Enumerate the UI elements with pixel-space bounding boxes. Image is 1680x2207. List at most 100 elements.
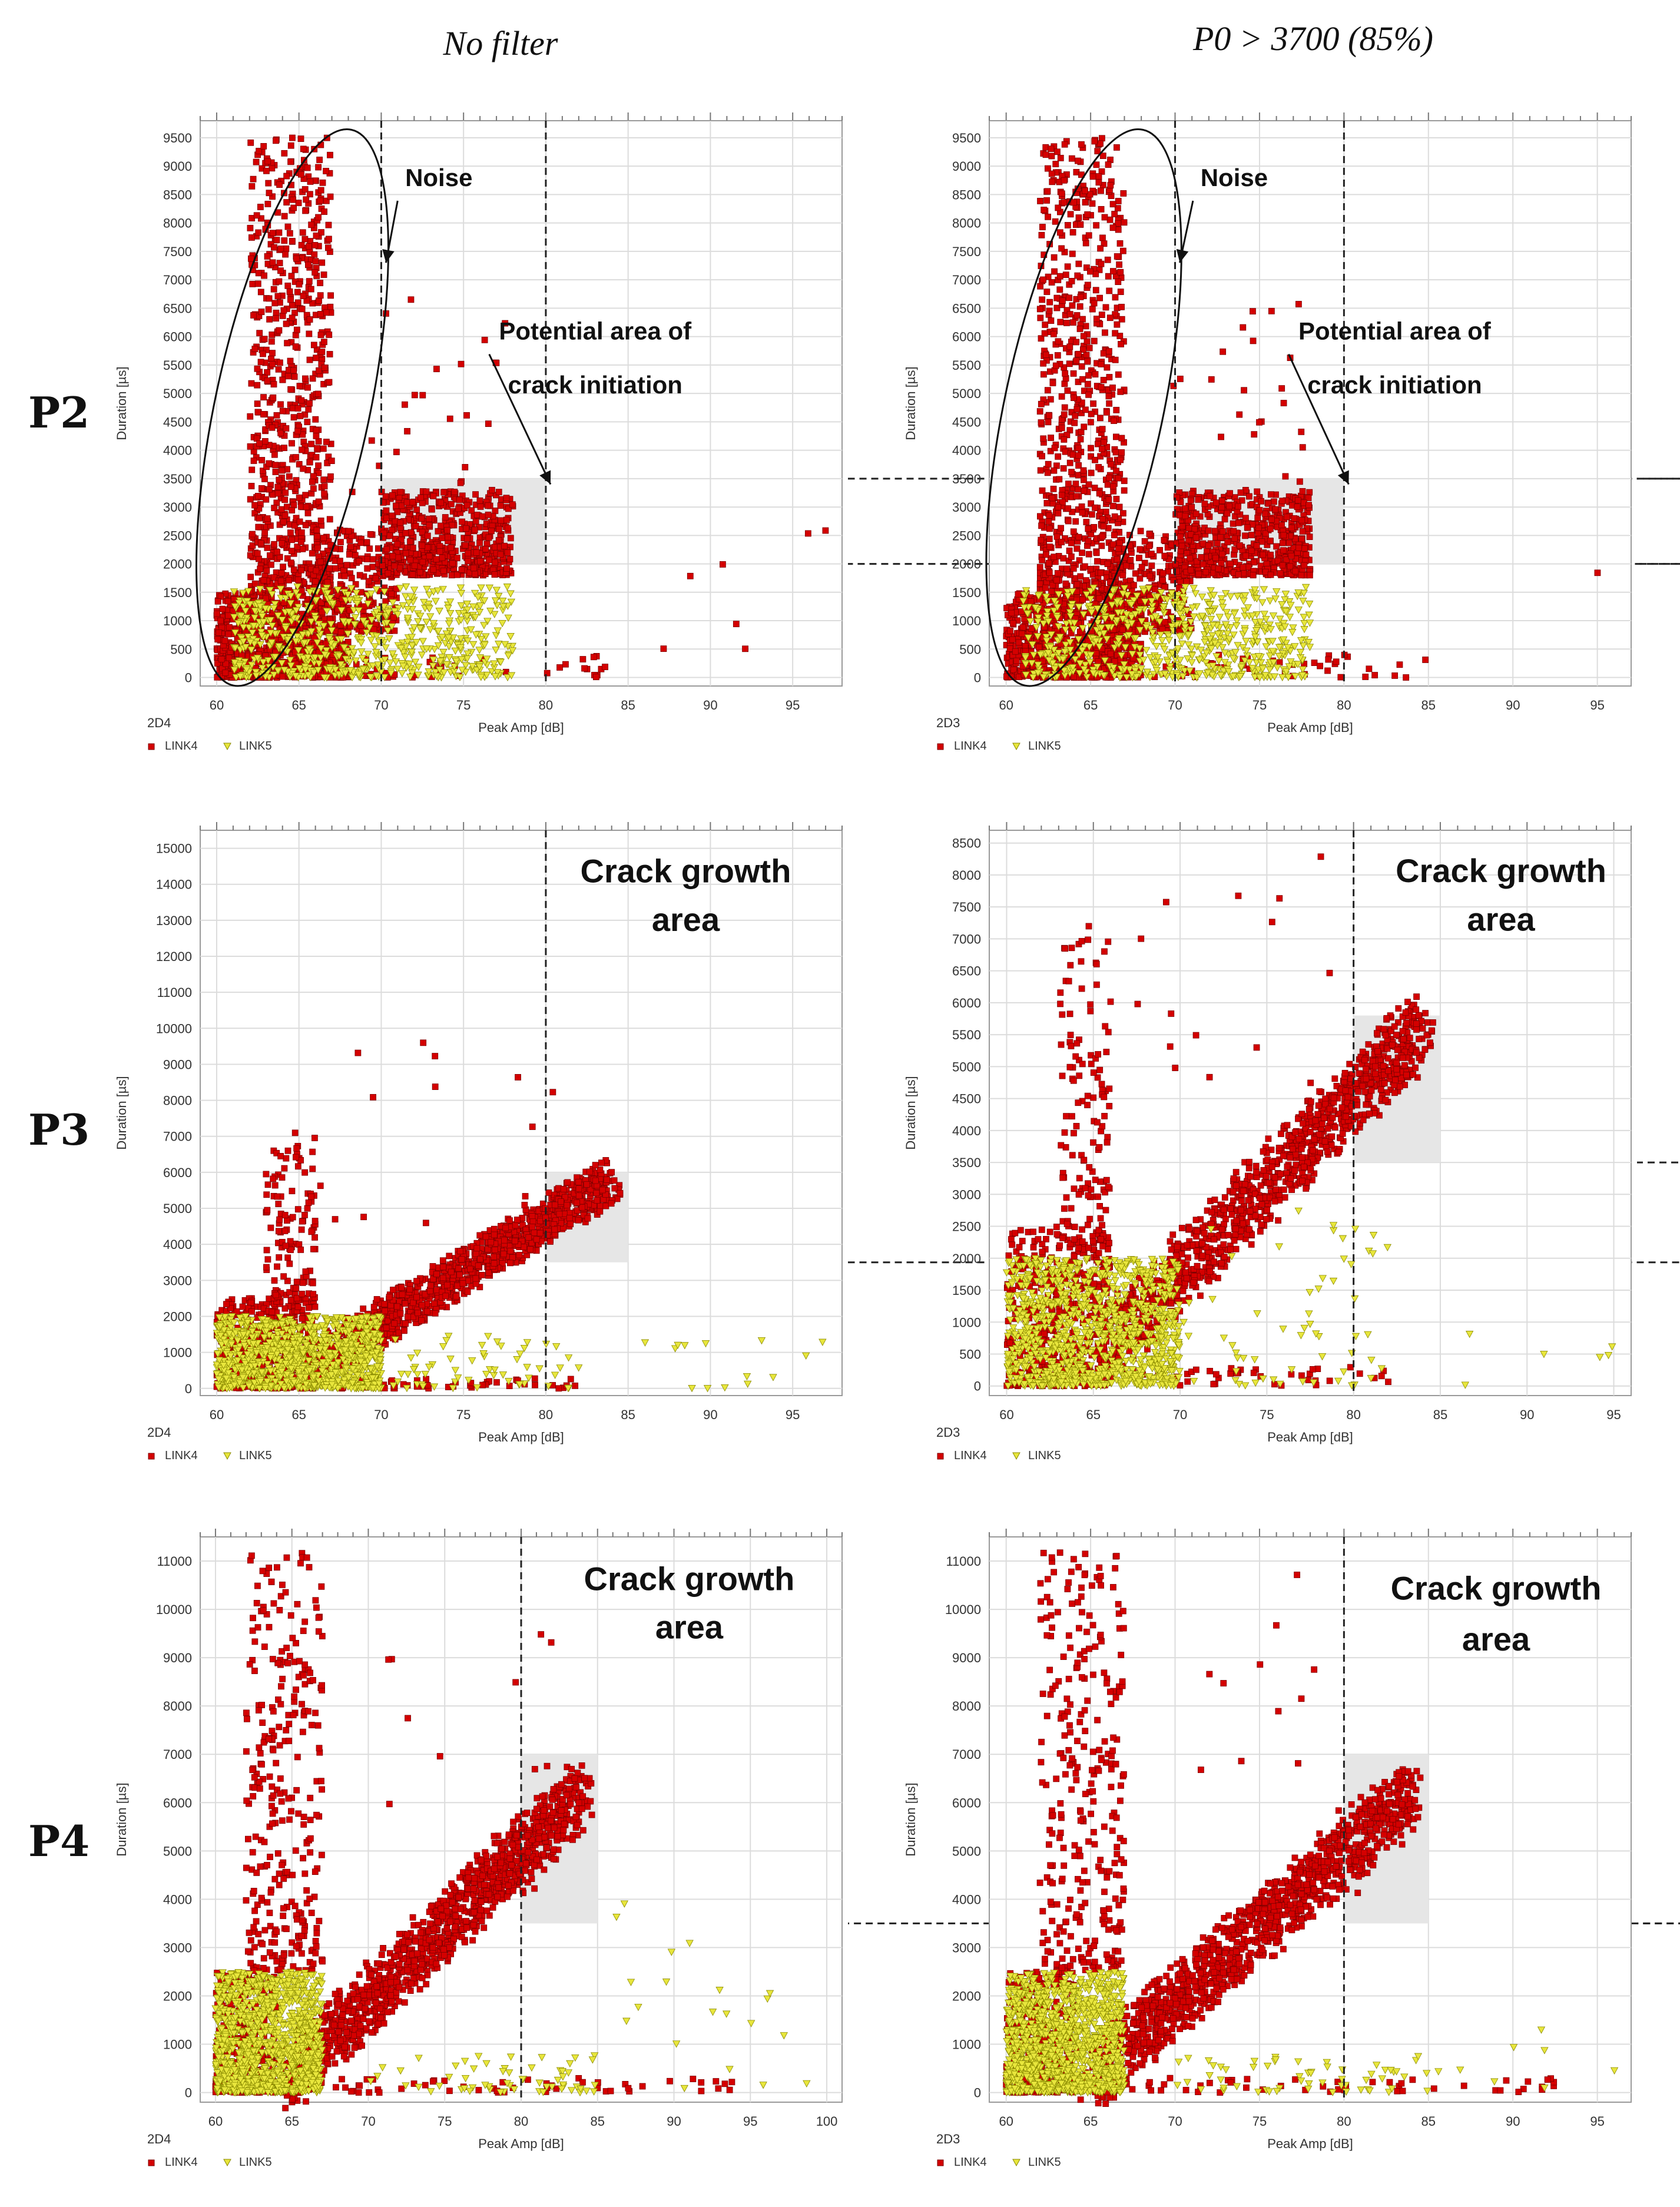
point-link4 [1028,625,1035,632]
y-tick-label: 8000 [163,216,192,231]
point-link4 [271,541,278,548]
point-link5 [452,657,460,665]
point-link4 [1102,329,1108,336]
point-link5 [485,584,494,592]
point-link5 [387,670,395,677]
point-link4 [435,528,442,535]
point-link4 [1082,199,1089,206]
point-link4 [1088,445,1094,452]
point-link4 [276,359,283,366]
point-link4 [1048,145,1055,153]
point-link4 [590,654,597,661]
point-link5 [470,589,479,598]
point-link4 [1085,538,1092,545]
point-link5 [408,642,416,650]
point-link5 [456,644,465,652]
x-tick-label: 60 [999,698,1013,713]
y-tick-label: 1500 [163,585,192,600]
point-link4 [278,569,285,576]
point-link4 [1105,161,1112,168]
point-link4 [1118,303,1125,310]
point-link4 [1019,624,1026,631]
point-link4 [263,595,269,602]
point-link4 [314,445,321,452]
point-link4 [445,534,451,541]
point-link4 [337,583,344,590]
point-link5 [402,593,410,601]
point-link5 [480,597,489,605]
point-link4 [287,386,294,393]
point-link4 [254,365,261,372]
point-link4 [328,458,335,465]
point-link4 [278,506,285,513]
point-link4 [260,350,266,357]
point-link5 [239,638,247,645]
point-link4 [1065,480,1072,488]
point-link4 [332,565,339,572]
point-link4 [289,507,296,513]
point-link4 [297,135,304,142]
point-link5 [392,658,400,666]
point-link5 [266,617,275,624]
point-link4 [1074,272,1081,279]
point-link4 [1118,435,1125,442]
annotation-arrowhead [539,470,551,485]
point-link4 [503,516,510,523]
point-link4 [393,502,399,509]
point-link4 [257,540,264,546]
point-link4 [1117,269,1124,276]
point-link4 [1111,211,1118,217]
point-link4 [313,232,320,239]
point-link4 [430,493,437,499]
point-link4 [283,425,290,432]
point-link4 [346,551,353,558]
point-link4 [213,610,220,617]
point-link4 [404,428,410,435]
point-link5 [434,628,443,635]
point-link4 [326,516,333,523]
point-link4 [1055,453,1062,460]
point-link4 [364,565,371,572]
x-tick-label: 95 [1590,698,1604,713]
point-link4 [505,505,512,512]
point-link4 [314,390,322,397]
point-link5 [493,669,502,677]
point-link4 [1066,311,1073,318]
point-link4 [1079,376,1086,383]
legend-label-link5: LINK5 [239,740,272,753]
point-link4 [439,535,446,541]
x-tick-label: 65 [291,698,306,713]
point-link4 [302,492,309,499]
point-link5 [281,625,290,633]
point-link4 [341,572,348,579]
corner-label: 2D4 [147,715,171,730]
point-link5 [231,659,239,667]
point-link4 [462,464,469,470]
point-link4 [402,401,408,408]
point-link4 [274,490,281,497]
point-link4 [312,258,319,265]
point-link5 [231,603,239,611]
point-link4 [1061,411,1068,418]
point-link4 [269,350,276,356]
point-link4 [256,148,263,154]
point-link4 [307,178,314,185]
point-link5 [357,639,366,647]
point-link5 [325,635,333,643]
point-link4 [1104,409,1110,416]
point-link4 [287,296,294,303]
point-link4 [462,542,469,549]
point-link5 [439,649,448,657]
point-link4 [504,525,511,532]
point-link4 [1065,505,1072,512]
point-link5 [259,618,268,626]
point-link4 [458,566,465,573]
point-link5 [351,614,359,622]
point-link4 [1037,197,1043,204]
point-link4 [1049,500,1056,507]
point-link4 [1085,372,1092,379]
point-link4 [489,486,495,493]
point-link4 [492,559,498,566]
point-link4 [1048,588,1055,595]
point-link4 [1044,387,1051,394]
